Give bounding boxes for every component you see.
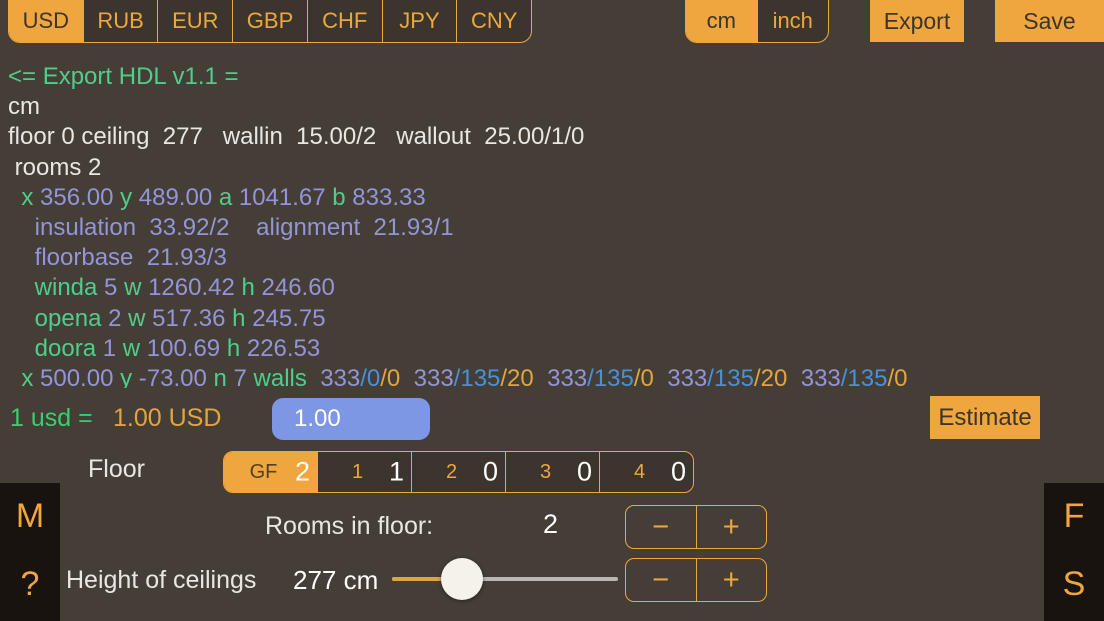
floor-segment-gf[interactable]: GF 2 [224,452,317,492]
rooms-stepper: − + [625,505,767,549]
rooms-in-floor-label: Rooms in floor: [265,512,434,540]
currency-button-gbp[interactable]: GBP [232,0,307,42]
rooms-minus-button[interactable]: − [652,510,670,543]
currency-button-jpy[interactable]: JPY [381,0,457,42]
unit-selector: cm inch [685,0,829,43]
currency-selector: USD RUB EUR GBP CHF JPY CNY [8,0,532,43]
currency-button-eur[interactable]: EUR [157,0,232,42]
ceiling-height-value: 277 cm [293,565,379,595]
console-line: insulation 33.92/2 alignment 21.93/1 [8,214,454,242]
floor-room-count: 0 [576,456,592,487]
export-console[interactable]: <= Export HDL v1.1 = cm floor 0 ceiling 27… [8,62,1102,388]
rate-input[interactable] [272,398,430,440]
rooms-plus-button[interactable]: + [695,506,767,548]
floor-room-count: 1 [388,456,404,487]
currency-button-usd[interactable]: USD [9,0,83,42]
floor-room-count: 0 [482,456,498,487]
floor-segmented-control: GF 2 1 1 2 0 3 0 4 0 [223,451,694,493]
floor-segment-label: 3 [539,460,552,483]
currency-button-cny[interactable]: CNY [456,0,531,42]
console-line: rooms 2 [8,153,102,181]
unit-button-inch[interactable]: inch [756,0,829,42]
console-line: winda 5 w 1260.42 h 246.60 [8,274,335,302]
side-button-f[interactable]: F [1063,497,1085,535]
rate-value-label: 1.00 USD [113,404,222,432]
floor-segment-label: 1 [351,460,364,483]
console-line: x 356.00 y 489.00 a 1041.67 b 833.33 [8,183,426,211]
floor-segment-label: GF [249,460,278,483]
floor-segment-label: 4 [633,460,646,483]
side-button-m[interactable]: M [15,497,45,535]
estimate-button[interactable]: Estimate [930,396,1040,439]
unit-button-cm[interactable]: cm [686,0,757,42]
rate-equation-label: 1 usd = [10,404,93,432]
floor-segment-label: 2 [445,460,458,483]
save-button[interactable]: Save [995,0,1104,42]
console-line: cm [8,93,40,121]
ceiling-height-stepper: − + [625,558,767,602]
side-button-help[interactable]: ? [20,565,40,603]
currency-button-chf[interactable]: CHF [306,0,382,42]
rooms-in-floor-value: 2 [543,509,559,539]
console-line: floor 0 ceiling 277 wallin 15.00/2 wallo… [8,123,585,151]
ceiling-height-label: Height of ceilings [66,566,257,594]
console-line: <= Export HDL v1.1 = [8,63,239,90]
console-line: opena 2 w 517.36 h 245.75 [8,304,326,332]
height-minus-button[interactable]: − [652,563,670,596]
currency-button-rub[interactable]: RUB [82,0,158,42]
floor-room-count: 0 [670,456,686,487]
ceiling-height-slider[interactable] [392,558,618,600]
console-line: doora 1 w 100.69 h 226.53 [8,334,321,362]
floor-room-count: 2 [294,456,310,487]
slider-fill [392,577,463,581]
slider-thumb[interactable] [441,558,484,600]
export-button[interactable]: Export [870,0,964,42]
floor-label: Floor [88,455,145,483]
height-plus-button[interactable]: + [695,559,767,601]
console-line: x 500.00 y -73.00 n 7 walls 333/0/0 333/… [8,365,908,388]
left-side-panel: M? [0,483,60,621]
console-line: floorbase 21.93/3 [8,244,227,272]
side-button-s[interactable]: S [1062,565,1086,603]
